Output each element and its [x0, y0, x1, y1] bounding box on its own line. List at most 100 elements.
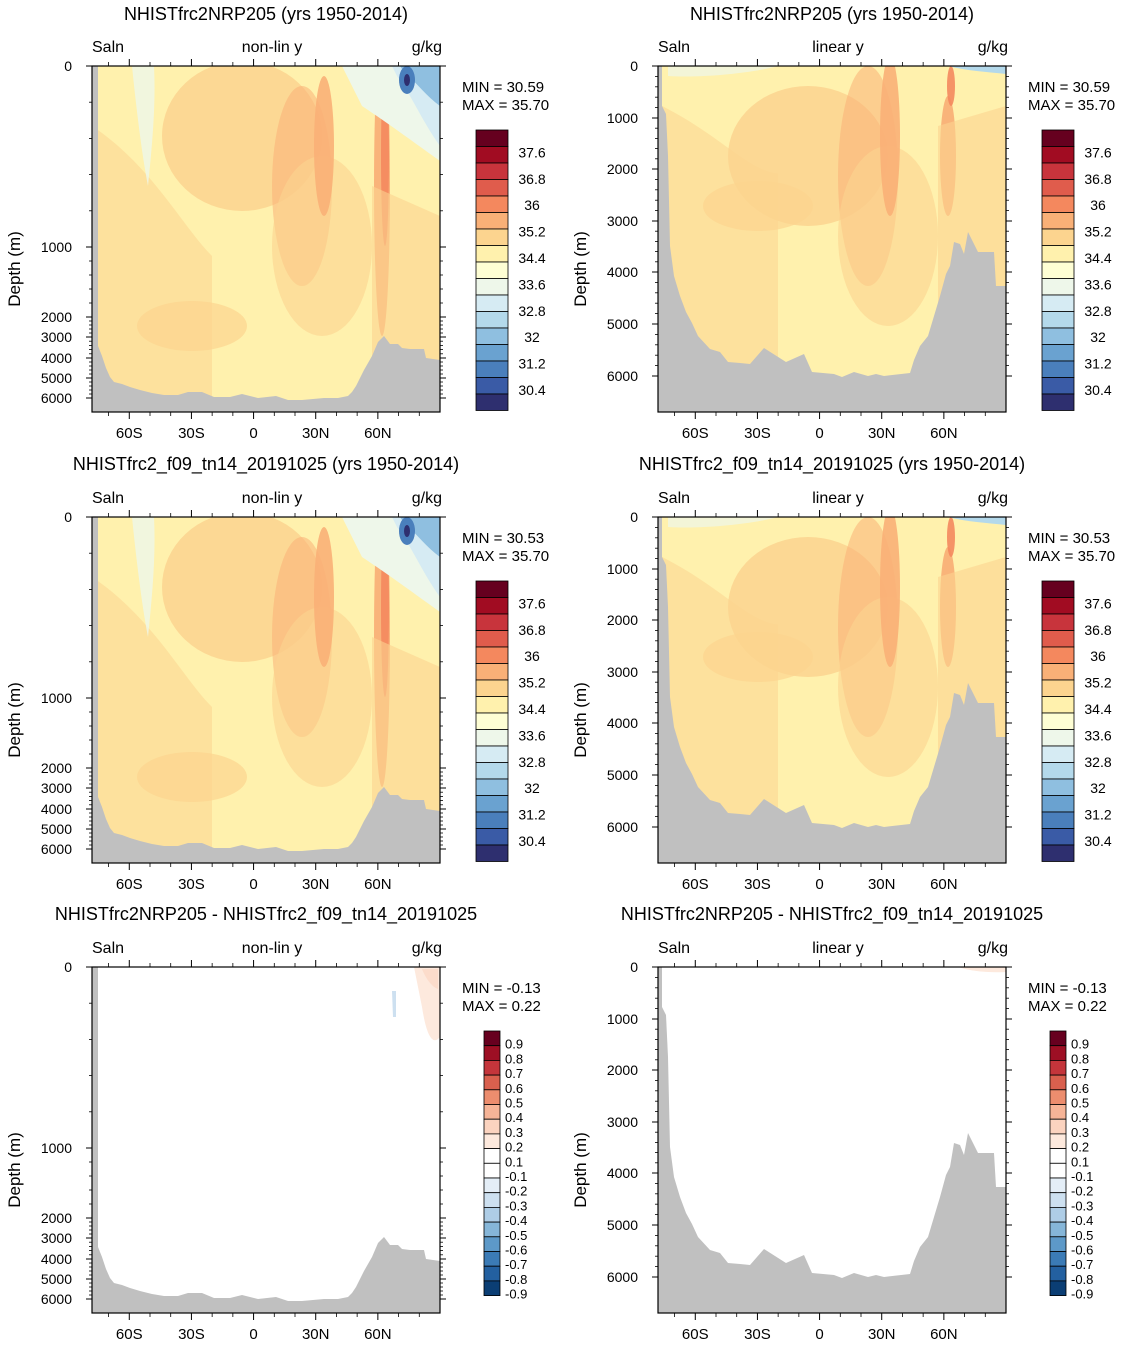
colorbar-swatch [475, 360, 509, 378]
colorbar-label: 31.2 [518, 356, 545, 372]
x-tick-label: 60N [930, 1326, 958, 1343]
y-tick-label: 1000 [41, 1140, 72, 1156]
colorbar-label: -0.1 [505, 1169, 527, 1184]
y-tick-label: 1000 [607, 1011, 638, 1027]
colorbar-swatch [475, 278, 509, 296]
max-label: MAX = 35.70 [462, 97, 549, 114]
colorbar-swatch [1041, 795, 1075, 813]
colorbar-swatch [1041, 146, 1075, 164]
colorbar-label: 32 [524, 329, 540, 345]
colorbar-swatch [1041, 745, 1075, 763]
y-tick-label: 5000 [607, 767, 638, 783]
y-tick-label: 2000 [41, 760, 72, 776]
colorbar-label: 0.4 [1071, 1110, 1089, 1125]
colorbar-label: -0.6 [1071, 1243, 1093, 1258]
colorbar-swatch [475, 327, 509, 345]
colorbar-swatch [1049, 1045, 1067, 1061]
colorbar-swatch [1049, 1133, 1067, 1150]
colorbar-label: 32 [1090, 329, 1106, 345]
panel-title: NHISTfrc2_f09_tn14_20191025 (yrs 1950-20… [73, 454, 459, 475]
colorbar-label: -0.8 [1071, 1272, 1093, 1287]
colorbar-label: 32.8 [1084, 303, 1111, 319]
colorbar-swatch [475, 261, 509, 279]
x-tick-label: 60S [682, 1326, 709, 1343]
x-tick-label: 30S [744, 425, 771, 442]
colorbar-label: 0.2 [1071, 1140, 1089, 1155]
colorbar-label: 37.6 [518, 595, 545, 611]
x-tick-label: 30N [302, 876, 330, 893]
y-tick-label: 3000 [607, 213, 638, 229]
units-label: g/kg [978, 39, 1008, 56]
plot-frame [91, 966, 441, 1314]
y-scale-label: non-lin y [242, 490, 302, 507]
colorbar-label: -0.3 [1071, 1198, 1093, 1213]
colorbar-label: 0.3 [1071, 1125, 1089, 1140]
units-label: g/kg [412, 490, 442, 507]
min-label: MIN = 30.53 [462, 530, 544, 547]
colorbar-label: 0.7 [505, 1066, 523, 1081]
contour-field [658, 517, 1006, 863]
y-tick-label: 6000 [41, 1291, 72, 1307]
y-tick-label: 2000 [607, 1062, 638, 1078]
y-tick-label: 1000 [41, 690, 72, 706]
y-axis-title: Depth (m) [5, 682, 24, 758]
colorbar: 37.6 36.8 36 35.2 34.4 33.6 32.8 32 31.2 30.4 [1041, 129, 1112, 411]
colorbar-label: 35.2 [518, 675, 545, 691]
colorbar-swatch [483, 1177, 501, 1194]
max-label: MAX = 0.22 [1028, 998, 1107, 1015]
colorbar-swatch [475, 179, 509, 197]
x-tick-label: 0 [249, 425, 257, 442]
variable-label: Saln [92, 490, 124, 507]
y-tick-label: 3000 [41, 329, 72, 345]
y-scale-label: linear y [812, 39, 864, 56]
colorbar-swatch [1041, 613, 1075, 631]
colorbar-label: 34.4 [518, 701, 545, 717]
colorbar-swatch [1041, 360, 1075, 378]
colorbar-swatch [1041, 245, 1075, 263]
panel-r1r: NHISTfrc2NRP205 (yrs 1950-2014)Saln linea… [571, 4, 1115, 442]
y-tick-label: 5000 [41, 821, 72, 837]
max-label: MAX = 0.22 [462, 998, 541, 1015]
colorbar-swatch [1049, 1162, 1067, 1179]
colorbar-label: 32.8 [518, 754, 545, 770]
y-tick-label: 1000 [41, 239, 72, 255]
colorbar-swatch [475, 146, 509, 164]
x-tick-label: 0 [815, 876, 823, 893]
colorbar-label: -0.6 [505, 1243, 527, 1258]
y-tick-label: 2000 [607, 161, 638, 177]
colorbar-label: 36.8 [1084, 171, 1111, 187]
colorbar-swatch [475, 811, 509, 829]
colorbar-label: 33.6 [518, 276, 545, 292]
colorbar-swatch [1049, 1104, 1067, 1120]
colorbar-label: 35.2 [518, 224, 545, 240]
x-tick-label: 60S [682, 425, 709, 442]
colorbar-swatch [475, 212, 509, 230]
colorbar-label: -0.1 [1071, 1169, 1093, 1184]
variable-label: Saln [92, 39, 124, 56]
colorbar-swatch [1049, 1089, 1067, 1105]
colorbar-swatch [1041, 179, 1075, 197]
variable-label: Saln [658, 490, 690, 507]
plot-frame [91, 65, 441, 413]
plot-frame [91, 516, 441, 864]
y-scale-label: linear y [812, 940, 864, 957]
colorbar-label: 37.6 [1084, 144, 1111, 160]
colorbar-label: 36 [524, 648, 540, 664]
y-tick-label: 5000 [41, 370, 72, 386]
colorbar-swatch [1041, 278, 1075, 296]
x-tick-label: 60N [930, 876, 958, 893]
colorbar-swatch [1041, 228, 1075, 246]
colorbar-label: 34.4 [1084, 701, 1111, 717]
colorbar-swatch [1049, 1207, 1067, 1223]
colorbar-label: 0.8 [505, 1051, 523, 1066]
colorbar-swatch [475, 597, 509, 615]
y-axis-title: Depth (m) [571, 1132, 590, 1208]
colorbar: 37.6 36.8 36 35.2 34.4 33.6 32.8 32 31.2 30.4 [1041, 580, 1112, 862]
x-tick-label: 30N [868, 876, 896, 893]
colorbar-swatch [1041, 663, 1075, 681]
min-label: MIN = -0.13 [1028, 980, 1107, 997]
y-tick-label: 1000 [607, 561, 638, 577]
colorbar-swatch [1049, 1177, 1067, 1194]
colorbar-swatch [483, 1192, 501, 1208]
